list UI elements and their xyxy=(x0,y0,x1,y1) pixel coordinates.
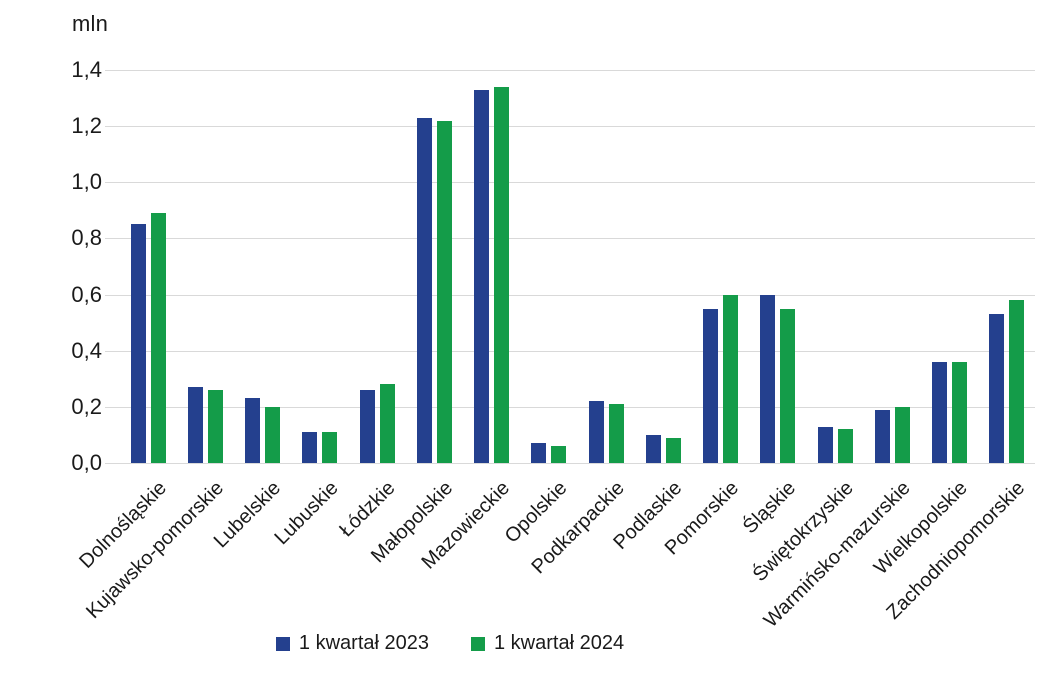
bar xyxy=(932,361,947,463)
x-axis-category: Mazowieckie xyxy=(0,477,515,574)
x-axis-category: Zachodniopomorskie xyxy=(0,477,1029,624)
y-axis-tick-label: 0,8 xyxy=(71,225,102,250)
bar xyxy=(1009,300,1025,463)
bar xyxy=(551,446,567,463)
bar xyxy=(494,86,509,463)
x-axis-category: Lubuskie xyxy=(0,477,342,549)
gridline xyxy=(105,126,1035,127)
y-axis-unit-label: mln xyxy=(72,11,109,36)
x-axis-category-label: Mazowieckie xyxy=(417,477,515,574)
gridline xyxy=(105,70,1035,71)
chart-legend: 1 kwartał 2023 1 kwartał 2024 xyxy=(0,632,900,655)
bar xyxy=(322,432,338,463)
bar xyxy=(665,437,681,463)
gridline xyxy=(105,463,1035,464)
bar xyxy=(416,117,432,463)
x-axis-category: Warmińsko-mazurskie xyxy=(0,477,915,632)
legend-label: 1 kwartał 2024 xyxy=(494,632,625,654)
y-axis-tick-label: 0,2 xyxy=(71,394,102,419)
x-axis-category: Podlaskie xyxy=(0,477,686,554)
gridline xyxy=(105,407,1035,408)
y-axis-tick-label: 0,4 xyxy=(71,338,102,363)
bar xyxy=(474,89,489,463)
x-axis-category: Pomorskie xyxy=(0,477,743,559)
bar xyxy=(130,224,146,463)
gridline xyxy=(105,238,1035,239)
x-axis-category: Kujawsko-pomorskie xyxy=(0,477,228,623)
x-axis-category: Świętokrzyskie xyxy=(0,477,857,586)
x-axis-category: Dolnośląskie xyxy=(0,477,171,573)
bar xyxy=(436,120,452,463)
legend-item: 1 kwartał 2023 xyxy=(275,632,429,655)
bar xyxy=(760,294,776,463)
x-axis-category: Śląskie xyxy=(0,477,800,538)
bar xyxy=(894,406,910,463)
bar xyxy=(608,404,624,463)
y-axis-tick-label: 0,6 xyxy=(71,282,102,307)
bar xyxy=(723,294,738,463)
y-axis-tick-label: 1,4 xyxy=(71,57,102,82)
x-axis-category-label: Łódzkie xyxy=(335,477,400,542)
y-axis-tick-label: 0,0 xyxy=(71,450,102,475)
legend-label: 1 kwartał 2023 xyxy=(298,632,429,654)
bar xyxy=(780,308,796,463)
x-axis-category-label: Warmińsko-mazurskie xyxy=(759,477,915,632)
bar xyxy=(245,398,260,463)
x-axis-category: Opolskie xyxy=(0,477,572,548)
x-axis-category-label: Świętokrzyskie xyxy=(748,477,858,587)
x-axis-category: Podkarpackie xyxy=(0,477,628,578)
bar xyxy=(874,409,890,463)
x-axis-category-label: Wielkopolskie xyxy=(870,477,973,580)
x-axis-category-label: Lubuskie xyxy=(270,477,343,550)
x-axis-category-label: Lubelskie xyxy=(209,477,286,553)
bar xyxy=(265,406,280,463)
x-axis-category-label: Zachodniopomorskie xyxy=(882,477,1030,624)
legend-color-swatch xyxy=(275,636,290,651)
x-axis-category: Wielkopolskie xyxy=(0,477,972,579)
bar xyxy=(531,443,547,463)
x-axis-category-label: Pomorskie xyxy=(660,477,744,560)
legend-color-swatch xyxy=(471,636,485,651)
x-axis-category-label: Podlaskie xyxy=(608,477,686,554)
bar xyxy=(588,401,604,463)
x-axis-category: Lubelskie xyxy=(0,477,285,552)
x-axis-category: Łódzkie xyxy=(0,477,399,541)
legend-item: 1 kwartał 2024 xyxy=(471,632,624,655)
x-axis-category-label: Opolskie xyxy=(500,477,572,548)
x-axis-category-label: Kujawsko-pomorskie xyxy=(81,477,228,624)
bar xyxy=(187,387,203,463)
bar xyxy=(989,314,1005,463)
gridline xyxy=(105,295,1035,296)
gridline xyxy=(105,351,1035,352)
bar xyxy=(817,426,833,463)
bar xyxy=(359,390,375,463)
bar xyxy=(703,308,718,463)
bar xyxy=(150,213,166,463)
bar xyxy=(837,429,853,463)
y-axis-tick-label: 1,0 xyxy=(71,169,102,194)
x-axis-category: Małopolskie xyxy=(0,477,457,567)
y-axis-tick-label: 1,2 xyxy=(71,113,102,138)
x-axis-category-label: Dolnośląskie xyxy=(74,477,171,573)
x-axis-category-label: Śląskie xyxy=(739,477,801,539)
bar xyxy=(207,390,223,463)
bar xyxy=(302,432,318,463)
bar xyxy=(952,361,967,463)
gridline xyxy=(105,182,1035,183)
bar xyxy=(379,384,395,463)
x-axis-category-label: Małopolskie xyxy=(366,477,457,568)
bar xyxy=(645,434,661,463)
x-axis-category-label: Podkarpackie xyxy=(527,477,629,579)
